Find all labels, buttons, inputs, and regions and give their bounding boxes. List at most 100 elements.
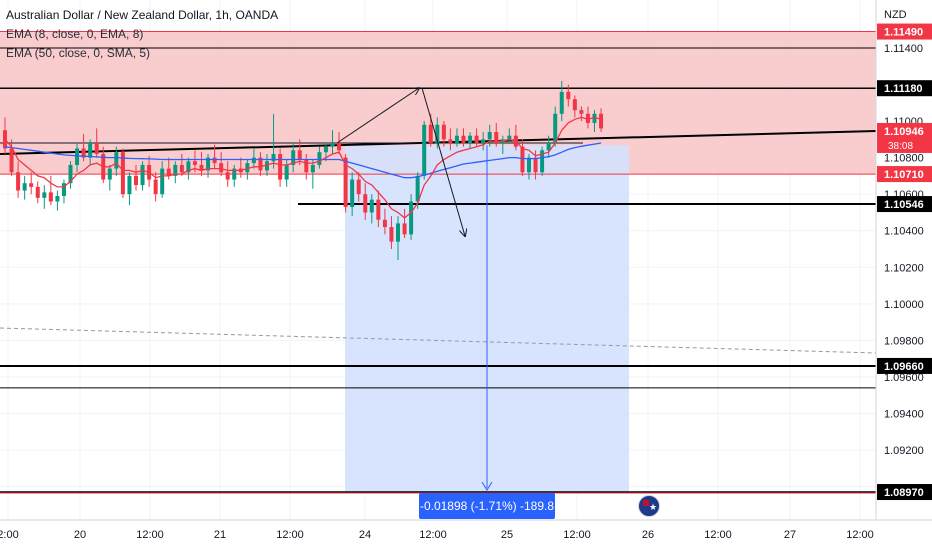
price-badge-label: 1.11490	[884, 27, 923, 39]
candle	[291, 143, 296, 173]
candle	[566, 84, 571, 107]
candle-body	[323, 146, 328, 153]
candle	[179, 153, 184, 176]
measure-label: -0.01898 (-1.71%) -189.8	[419, 493, 555, 519]
candle	[454, 128, 459, 147]
candle	[284, 159, 289, 187]
time-tick-label: 12:00	[276, 529, 304, 541]
candle-body	[114, 152, 119, 169]
candle-body	[481, 139, 486, 144]
candle	[448, 128, 453, 151]
ema-fast-line	[4, 116, 602, 219]
candle-body	[304, 159, 309, 173]
candle	[68, 161, 73, 189]
ema-slow-label[interactable]: EMA (50, close, 0, SMA, 5)	[6, 46, 151, 60]
candle	[94, 128, 99, 158]
candle	[435, 117, 440, 149]
candle-body	[494, 132, 499, 144]
candle-body	[3, 130, 7, 149]
candle	[487, 124, 492, 147]
candle-body	[179, 164, 184, 173]
candle-body	[160, 168, 165, 195]
candle	[363, 183, 368, 220]
candle-body	[422, 124, 427, 176]
candle-body	[507, 135, 512, 140]
candle	[402, 208, 407, 239]
candle-body	[75, 148, 80, 165]
ema-fast-label[interactable]: EMA (8, close, 0, EMA, 8)	[6, 27, 144, 41]
candle-body	[16, 172, 21, 191]
price-tick-label: 1.10200	[884, 262, 924, 274]
candle	[173, 161, 178, 184]
candle	[553, 106, 558, 147]
candle-body	[212, 157, 217, 164]
candle-body	[199, 164, 204, 171]
price-badge	[877, 484, 932, 501]
price-badge	[877, 196, 932, 213]
candle	[389, 216, 394, 249]
candle	[278, 148, 283, 187]
candle-body	[337, 143, 342, 151]
candle-body	[88, 143, 93, 158]
candle-body	[382, 219, 387, 228]
candle	[474, 128, 479, 147]
time-tick-label: 12:00	[136, 529, 164, 541]
candle	[422, 121, 427, 180]
candle	[461, 128, 466, 147]
candle	[585, 106, 590, 129]
candle	[160, 161, 165, 198]
candle-body	[55, 196, 60, 202]
chart-title[interactable]: Australian Dollar / New Zealand Dollar, …	[6, 8, 279, 22]
candle	[251, 148, 256, 169]
candle	[225, 161, 230, 187]
candle-body	[579, 110, 584, 114]
candle-body	[592, 113, 597, 123]
candle	[369, 194, 374, 224]
candle	[481, 132, 486, 151]
candle-body	[22, 183, 27, 191]
candle-body	[251, 157, 256, 164]
candle	[572, 95, 577, 118]
price-badge-label: 1.10710	[884, 169, 924, 181]
candle-body	[219, 163, 224, 173]
candle	[186, 157, 191, 180]
candle-body	[94, 143, 99, 154]
candle	[16, 161, 21, 198]
candle-body	[402, 223, 407, 235]
price-badge-label: 1.08970	[884, 487, 924, 499]
candle-body	[409, 201, 414, 235]
candle-body	[134, 175, 138, 186]
candle	[232, 164, 237, 187]
australia-flag-icon[interactable]	[638, 495, 660, 517]
candle	[35, 181, 40, 204]
price-badge-label: 1.09660	[884, 361, 924, 373]
candle-body	[153, 179, 158, 195]
candle	[494, 122, 499, 147]
candle-body	[540, 150, 545, 173]
candle-body	[599, 113, 604, 129]
time-tick-label: 21	[214, 529, 226, 541]
candle-body	[330, 143, 335, 147]
time-axis: 2:00 20 12:00 21 12:00 24 12:00 25 12:00 26 12:00 2…	[0, 529, 874, 541]
dashed-trend-line	[0, 327, 877, 354]
candle	[559, 80, 564, 122]
candle-body	[48, 192, 53, 202]
time-tick-label: 12:00	[563, 529, 591, 541]
candle	[258, 152, 263, 176]
candle	[206, 153, 211, 178]
candle	[48, 175, 53, 206]
time-tick-label: 2:00	[0, 529, 19, 541]
candle	[3, 117, 7, 154]
candle-body	[415, 175, 420, 202]
candle-body	[356, 179, 361, 195]
candle-body	[265, 161, 269, 171]
candle	[55, 190, 60, 211]
candle-body	[81, 148, 86, 158]
measure-arrowhead	[481, 481, 493, 491]
candle-body	[35, 186, 40, 198]
candle-body	[376, 199, 381, 220]
candle-body	[428, 124, 433, 144]
currency-label[interactable]: NZD	[884, 9, 907, 21]
